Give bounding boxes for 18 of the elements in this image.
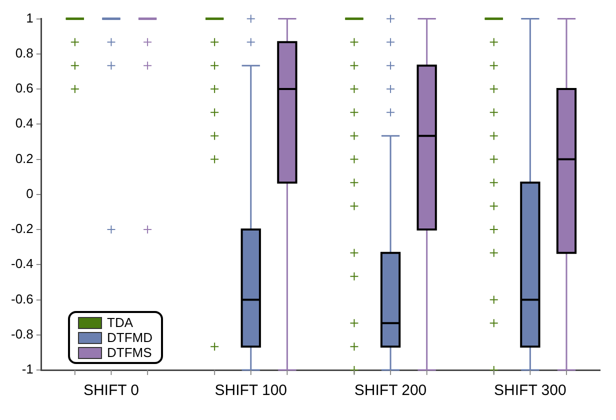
legend-label: DTFMD — [107, 330, 152, 345]
x-tick-label: SHIFT 0 — [83, 382, 140, 400]
x-tick-label: SHIFT 300 — [494, 382, 566, 400]
y-tick-label: -1 — [22, 362, 34, 377]
y-tick-label: 0 — [26, 186, 34, 201]
y-tick-label: 0.6 — [15, 80, 34, 96]
legend-label: TDA — [107, 315, 133, 330]
y-tick-label: 0.2 — [15, 150, 34, 166]
y-tick-label: -0.6 — [10, 291, 34, 306]
y-tick-label: 0.8 — [15, 46, 34, 60]
y-tick-label: -0.2 — [10, 221, 34, 236]
y-tick-label: -0.4 — [10, 256, 34, 272]
legend-label: DTFMS — [107, 345, 152, 360]
y-tick-label: 0.4 — [15, 116, 34, 131]
x-tick-label: SHIFT 200 — [354, 382, 427, 400]
y-tick-label: -0.8 — [10, 326, 34, 342]
x-tick-label: SHIFT 100 — [214, 382, 288, 400]
y-tick-label: 1 — [26, 10, 34, 26]
